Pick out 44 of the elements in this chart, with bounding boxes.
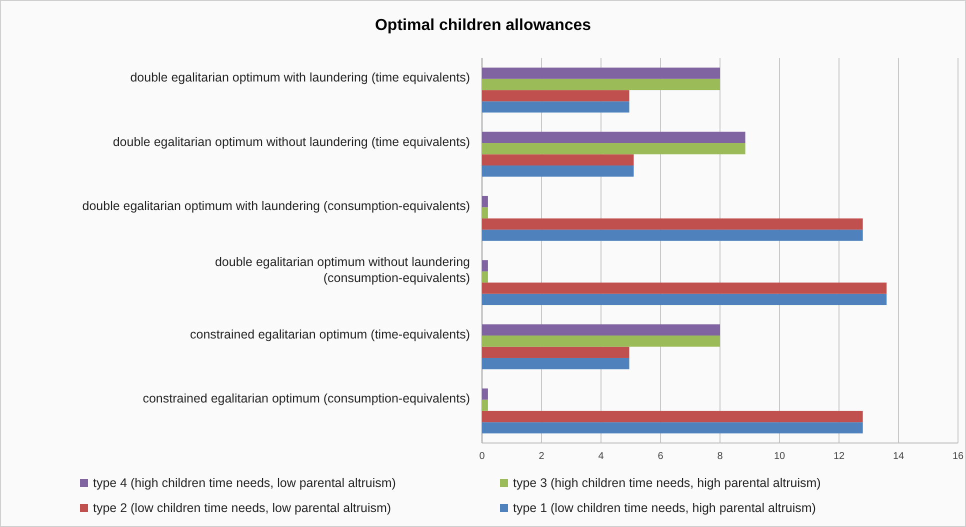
x-tick-label: 12 xyxy=(833,451,845,462)
y-tick-label: double egalitarian optimum with laundering (consumption-equivalents) xyxy=(82,198,470,213)
bar xyxy=(482,282,887,294)
bar xyxy=(482,410,863,422)
bar xyxy=(482,196,488,208)
bar xyxy=(482,271,488,283)
bar xyxy=(482,101,630,113)
bar xyxy=(482,230,863,241)
bar xyxy=(482,388,488,400)
y-tick-label: constrained egalitarian optimum (consumption-equivalents) xyxy=(142,391,470,406)
bar xyxy=(482,346,630,358)
bar xyxy=(482,68,720,79)
legend-label: type 1 (low children time needs, high parental altruism) xyxy=(513,501,816,515)
x-tick-label: 14 xyxy=(892,451,904,462)
bar xyxy=(482,154,634,166)
x-tick-label: 6 xyxy=(658,451,664,462)
bar xyxy=(482,165,634,177)
bar xyxy=(482,422,863,434)
y-tick-label: double egalitarian optimum with laundering (time equivalents) xyxy=(130,70,470,85)
bar xyxy=(482,207,488,218)
chart-title: Optimal children allowances xyxy=(374,17,592,34)
legend-label: type 3 (high children time needs, high parental altruism) xyxy=(513,476,821,490)
bar xyxy=(482,294,887,306)
legend-label: type 4 (high children time needs, low parental altruism) xyxy=(93,476,396,490)
y-tick-label: double egalitarian optimum without laundering (consumption-equivalents) xyxy=(214,255,470,286)
x-tick-label: 16 xyxy=(952,451,964,462)
y-tick-label: double egalitarian optimum without laundering (time equivalents) xyxy=(112,134,470,149)
x-tick-label: 2 xyxy=(538,451,545,462)
bar xyxy=(482,260,488,272)
bar xyxy=(482,132,746,144)
bar xyxy=(482,324,720,336)
x-tick-label: 8 xyxy=(717,451,724,462)
x-tick-label: 10 xyxy=(774,451,786,462)
x-tick-label: 0 xyxy=(479,451,486,462)
bar xyxy=(482,400,488,411)
x-tick-label: 4 xyxy=(598,451,604,462)
bar xyxy=(482,90,630,102)
bar xyxy=(482,336,720,347)
bar xyxy=(482,218,863,230)
bar xyxy=(482,78,720,90)
bar xyxy=(482,143,746,154)
bar xyxy=(482,358,630,370)
legend-label: type 2 (low children time needs, low parental altruism) xyxy=(93,501,392,515)
y-tick-label: constrained egalitarian optimum (time-equivalents) xyxy=(190,327,470,342)
